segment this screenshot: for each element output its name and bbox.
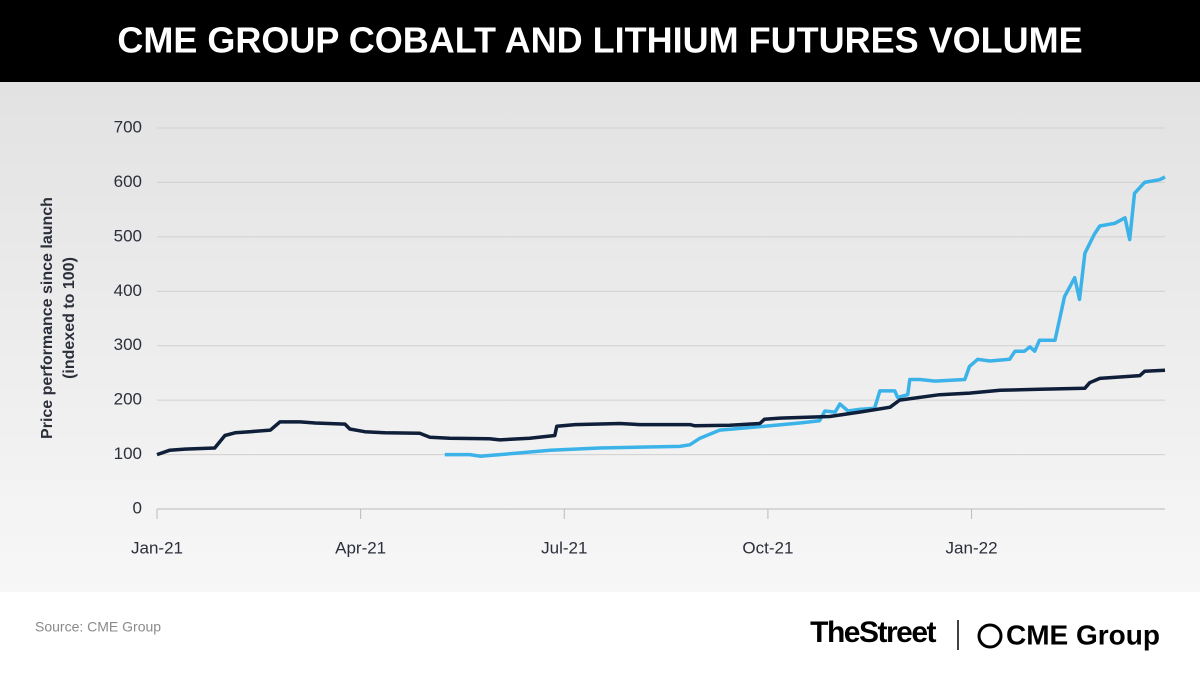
y-axis-label: (indexed to 100)	[61, 257, 78, 379]
series-line	[444, 175, 1166, 458]
y-tick-label: 600	[114, 172, 142, 191]
plot-area: 0 100 200 300 400 500 600 700 Jan-21 Apr-21 Jul-21…	[114, 117, 1166, 557]
x-tick-label: Jan-22	[946, 538, 998, 557]
y-tick-label: 500	[114, 226, 142, 245]
x-tick-label: Jul-21	[541, 538, 587, 557]
logo-thestreet: TheStreet	[810, 616, 936, 649]
y-tick-label: 100	[114, 444, 142, 463]
series-line	[156, 368, 1166, 457]
y-tick-label: 0	[133, 498, 142, 517]
x-tick-label: Oct-21	[742, 538, 793, 557]
y-tick-label: 300	[114, 335, 142, 354]
x-tick-label: Apr-21	[335, 538, 386, 557]
logo-cme: CME Group	[1006, 619, 1160, 650]
plot-background	[0, 82, 1200, 592]
y-tick-label: 700	[114, 117, 142, 136]
y-axis-label: Price performance since launch	[39, 197, 56, 439]
x-tick-label: Jan-21	[131, 538, 183, 557]
chart-title: CME GROUP COBALT AND LITHIUM FUTURES VOL…	[117, 20, 1082, 61]
y-tick-label: 400	[114, 281, 142, 300]
source-note: Source: CME Group	[35, 619, 161, 635]
logo-globe	[977, 623, 1003, 649]
y-tick-label: 200	[114, 390, 142, 409]
title-bar	[0, 0, 1200, 82]
